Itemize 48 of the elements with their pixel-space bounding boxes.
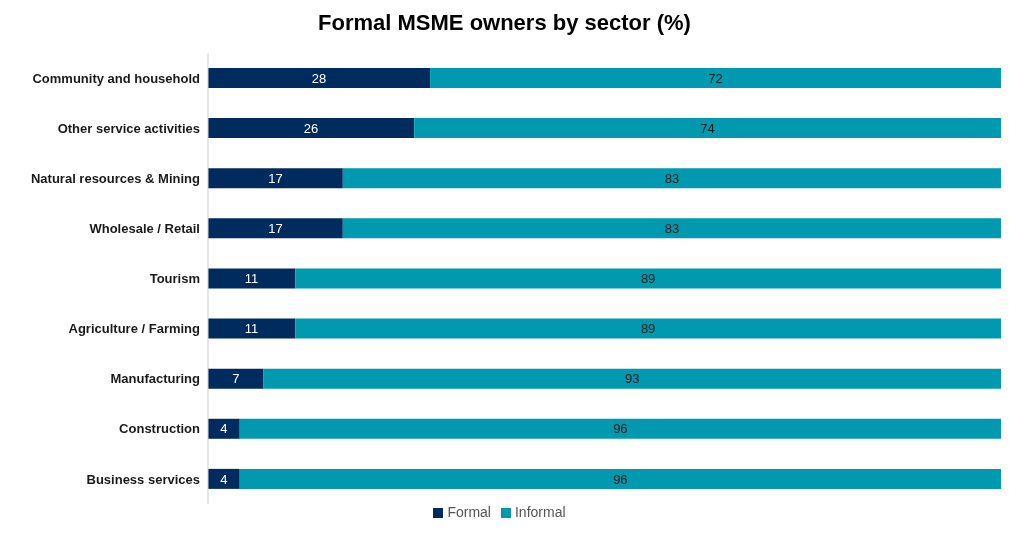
bar [430,68,1001,88]
data-label: 7 [232,371,240,387]
data-label: 74 [700,120,715,136]
data-label: 4 [220,421,228,437]
data-label: 83 [664,170,680,186]
data-label: 11 [244,321,259,337]
bar [208,318,296,339]
data-label: 93 [625,371,640,387]
y-tick-label: Agriculture / Farming [68,321,201,337]
chart-title: Formal MSME owners by sector (%) [317,9,692,37]
y-tick-label: Natural resources & Mining [30,170,201,186]
y-tick-label: Wholesale / Retail [89,221,200,236]
data-label: 4 [220,471,228,487]
data-label: 72 [708,70,723,86]
bar [414,118,1001,139]
data-label: 28 [311,70,327,86]
y-tick-label: Construction [119,421,201,437]
data-label: 26 [303,120,319,136]
bar [208,118,415,139]
data-label: 83 [664,220,680,236]
bar [295,318,1001,339]
y-tick-label: Community and household [32,70,201,86]
bar [342,168,1001,189]
bar [239,418,1001,439]
bar [208,268,296,289]
legend-label: Formal [447,504,491,520]
data-label: 96 [613,471,628,487]
legend-label: Informal [514,504,566,520]
data-label: 11 [244,271,259,287]
bar [208,468,240,489]
data-label: 96 [613,421,628,437]
bar [208,68,431,88]
y-tick-label: Other service activities [57,120,200,136]
bar [208,168,343,189]
y-tick-label: Business services [86,471,200,487]
data-label: 17 [268,170,283,186]
bar [208,368,264,389]
y-tick-label: Manufacturing [110,371,201,387]
bar [295,268,1001,289]
bar [239,468,1001,489]
data-label: 17 [268,220,283,236]
data-label: 89 [640,321,656,337]
bar [208,418,240,439]
bar [208,218,343,239]
bar [342,218,1001,239]
bar [263,368,1001,389]
data-label: 89 [640,271,656,287]
y-tick-label: Tourism [149,271,200,287]
